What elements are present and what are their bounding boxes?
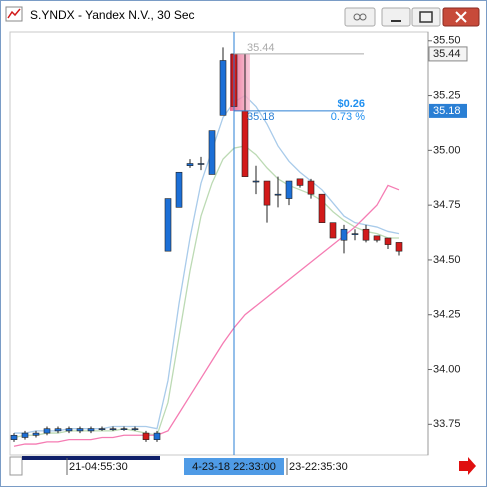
measure-high-label: 35.44 bbox=[247, 42, 275, 54]
candle-body bbox=[197, 163, 205, 165]
close-icon bbox=[455, 11, 467, 23]
candle-body bbox=[208, 130, 216, 175]
candle-body bbox=[296, 178, 304, 186]
measure-percent: 0.73 % bbox=[331, 111, 365, 123]
candle-body bbox=[362, 228, 370, 241]
scroll-box[interactable] bbox=[9, 456, 23, 476]
y-tick-label: 35.25 bbox=[433, 89, 461, 101]
candle-body bbox=[318, 193, 326, 223]
candle-body bbox=[351, 233, 359, 235]
candle-body bbox=[120, 428, 128, 430]
x-tick-label: 21-04:55:30 bbox=[69, 461, 128, 473]
candle-body bbox=[153, 432, 161, 440]
y-tick-label: 34.50 bbox=[433, 254, 461, 266]
x-crosshair-box bbox=[184, 458, 284, 475]
scroll-right-arrow[interactable] bbox=[459, 457, 476, 475]
candle-body bbox=[43, 428, 51, 434]
moving-average-line bbox=[13, 184, 400, 447]
candle-body bbox=[131, 428, 139, 430]
price-box-label: 35.18 bbox=[433, 105, 461, 117]
candle-body bbox=[252, 180, 260, 183]
plot-area bbox=[9, 31, 429, 456]
candle-body bbox=[384, 237, 392, 245]
price-box-label: 35.44 bbox=[433, 48, 461, 60]
measure-low-label: 35.18 bbox=[247, 111, 275, 123]
candle-body bbox=[98, 428, 106, 430]
candle-body bbox=[76, 428, 84, 432]
candle-body bbox=[164, 198, 172, 252]
price-box bbox=[429, 103, 467, 118]
candle-body bbox=[285, 180, 293, 199]
candle-body bbox=[21, 432, 29, 438]
minimize-button[interactable] bbox=[381, 7, 411, 27]
candle-body bbox=[373, 235, 381, 241]
link-icon bbox=[359, 13, 367, 21]
y-tick-label: 33.75 bbox=[433, 418, 461, 430]
candle-body bbox=[263, 180, 271, 206]
candle-body bbox=[109, 428, 117, 430]
measure-change: $0.26 bbox=[337, 98, 365, 110]
y-tick-label: 34.25 bbox=[433, 309, 461, 321]
candle-body bbox=[175, 171, 183, 208]
price-box bbox=[428, 46, 468, 62]
x-crosshair-label: 4-23-18 22:33:00 bbox=[192, 461, 276, 473]
y-tick-label: 35.00 bbox=[433, 144, 461, 156]
candle-body bbox=[186, 163, 194, 166]
y-tick-label: 35.50 bbox=[433, 35, 461, 47]
candle-body bbox=[274, 193, 282, 196]
candle-body bbox=[219, 60, 227, 116]
candle-body bbox=[142, 432, 150, 440]
restore-button[interactable] bbox=[411, 7, 441, 27]
candle-body bbox=[329, 222, 337, 239]
scroll-bar[interactable] bbox=[22, 456, 160, 460]
candle-body bbox=[65, 428, 73, 432]
candle-body bbox=[10, 434, 18, 440]
x-tick-label: 23-22:35:30 bbox=[289, 461, 348, 473]
y-tick-label: 34.75 bbox=[433, 199, 461, 211]
candle-body bbox=[32, 432, 40, 436]
candle-body bbox=[395, 242, 403, 252]
window-icon-glyph bbox=[7, 8, 21, 19]
candle-body bbox=[340, 228, 348, 241]
window-title: S.YNDX - Yandex N.V., 30 Sec bbox=[30, 8, 195, 22]
restore-icon bbox=[419, 11, 433, 23]
candle-body bbox=[307, 180, 315, 195]
candle-body bbox=[54, 428, 62, 432]
y-tick-label: 34.00 bbox=[433, 363, 461, 375]
candle-body bbox=[87, 428, 95, 432]
